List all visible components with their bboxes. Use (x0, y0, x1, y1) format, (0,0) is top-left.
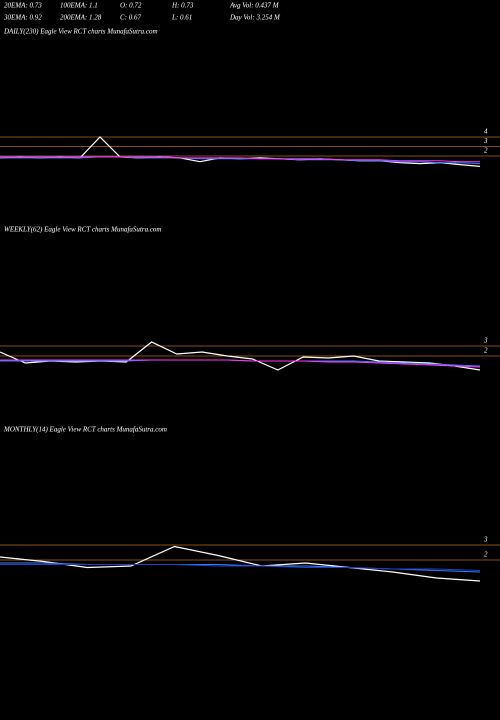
price-line (0, 156, 481, 165)
y-tick-label: 2 (484, 551, 488, 559)
y-tick-label: 3 (483, 337, 488, 345)
price-line (0, 341, 481, 371)
header-stat: 20EMA: 0.73 (4, 2, 42, 10)
header-stat: H: 0.73 (171, 2, 194, 10)
price-line (0, 359, 481, 368)
header-stat: 100EMA: 1.1 (60, 2, 98, 10)
panel-title: MONTHLY(14) Eagle View RCT charts Munafa… (3, 426, 167, 434)
price-line (0, 545, 481, 582)
panel-title: WEEKLY(62) Eagle View RCT charts MunafaS… (4, 226, 161, 234)
header-stat: Day Vol: 3.254 M (229, 14, 281, 22)
header-stat: 30EMA: 0.92 (3, 14, 42, 22)
price-line (0, 564, 481, 571)
y-tick-label: 3 (483, 536, 488, 544)
y-tick-label: 3 (483, 137, 488, 145)
y-tick-label: 2 (484, 147, 488, 155)
header-stat: 200EMA: 1.28 (60, 14, 102, 22)
header-stat: Avg Vol: 0.437 M (229, 2, 280, 10)
panel-title: DAILY(230) Eagle View RCT charts MunafaS… (3, 28, 158, 36)
price-line (0, 156, 480, 163)
header-stat: O: 0.72 (120, 2, 142, 10)
header-stat: L: 0.61 (171, 14, 192, 22)
y-tick-label: 4 (484, 128, 488, 136)
header-stat: C: 0.67 (120, 14, 142, 22)
y-tick-label: 2 (484, 347, 488, 355)
